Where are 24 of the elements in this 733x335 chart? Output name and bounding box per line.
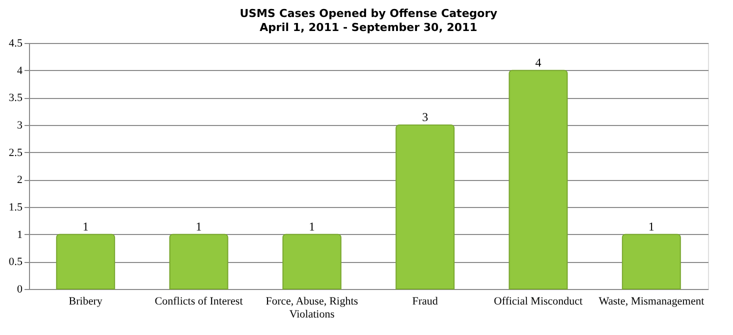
y-tick-label: 3.5 bbox=[8, 92, 23, 104]
data-label: 1 bbox=[196, 219, 202, 234]
data-label: 4 bbox=[535, 55, 542, 70]
y-tick-label: 2 bbox=[17, 174, 22, 186]
data-label: 1 bbox=[648, 219, 654, 234]
data-label: 3 bbox=[422, 110, 428, 124]
x-tick-label: Force, Abuse, Rights Violations bbox=[266, 296, 358, 320]
x-tick-label: Fraud bbox=[412, 296, 438, 308]
y-tick-label: 3 bbox=[17, 120, 23, 132]
y-tick-label: 0.5 bbox=[8, 256, 23, 268]
data-label: 1 bbox=[82, 219, 89, 234]
data-label: 1 bbox=[308, 219, 315, 234]
x-tick-label: Waste, Mismanagement bbox=[598, 296, 704, 308]
x-tick-label: Bribery bbox=[68, 296, 103, 308]
y-tick-label: 4.5 bbox=[8, 38, 23, 50]
y-tick-label: 1 bbox=[17, 228, 22, 241]
chart-subtitle: April 1, 2011 - September 30, 2011 bbox=[260, 21, 478, 34]
y-tick-label: 0 bbox=[17, 284, 23, 296]
y-tick-label: 4 bbox=[17, 64, 23, 77]
x-tick-label: Conflicts of Interest bbox=[154, 296, 243, 308]
y-tick-label: 1.5 bbox=[8, 202, 23, 214]
y-tick-label: 2.5 bbox=[8, 146, 23, 159]
x-tick-label: Official Misconduct bbox=[494, 296, 583, 308]
chart-title: USMS Cases Opened by Offense Category bbox=[240, 7, 498, 20]
